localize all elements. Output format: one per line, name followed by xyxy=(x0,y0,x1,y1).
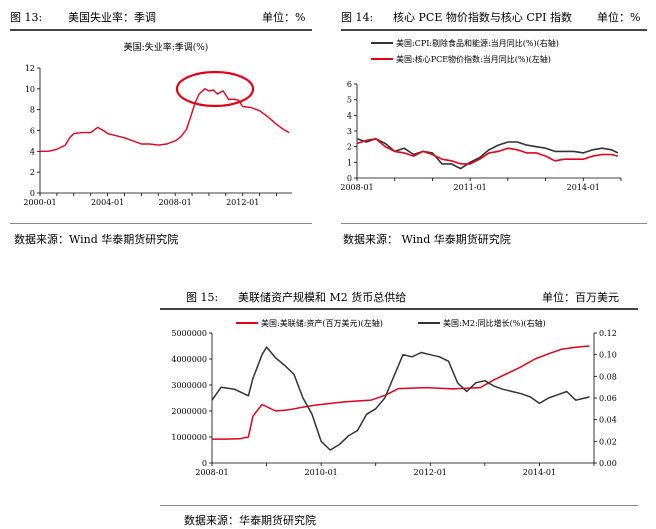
y-right-tick-label: 0.12 xyxy=(599,329,617,338)
y-tick-label: 6 xyxy=(347,80,352,89)
y-tick-label: 10 xyxy=(25,85,35,94)
unemployment-chart: 美国:失业率:季调(%) 0 2 4 6 8 10 12 2000-01 2004-01 2008-… xyxy=(23,41,292,207)
fig13-unit: 单位：% xyxy=(262,11,306,24)
fig14-bottom-rule xyxy=(341,223,647,224)
inflation-chart: 美国:CPI:剔除食品和能源:当月同比(%)(右轴) 美国:核心PCE物价指数:当… xyxy=(341,38,622,192)
fig15-number: 图 15: xyxy=(186,291,219,304)
fig14-number: 图 14: xyxy=(341,11,374,24)
fig14-unit: 单位：% xyxy=(597,11,641,24)
y-tick-label: 4 xyxy=(347,111,352,120)
y-right-tick-label: 0.02 xyxy=(599,437,617,446)
y-tick-label: 0 xyxy=(30,189,35,198)
inflation-plot: 美国:CPI:剔除食品和能源:当月同比(%)(右轴) 美国:核心PCE物价指数:当… xyxy=(341,38,622,192)
x-tick-label: 2011-01 xyxy=(454,183,487,192)
fig13-title: 美国失业率：季调 xyxy=(68,11,156,24)
fig14-header: 图 14: 核心 PCE 物价指数与核心 CPI 指数 单位：% xyxy=(341,9,647,25)
unemployment-plot: 美国:失业率:季调(%) 0 2 4 6 8 10 12 2000-01 2004-01 2008-… xyxy=(23,41,292,207)
y-tick-label: 3000000 xyxy=(171,381,207,390)
x-tick-label: 2000-01 xyxy=(23,198,56,207)
x-tick-label: 2014-01 xyxy=(523,468,556,477)
y-right-tick-label: 0.08 xyxy=(599,372,617,381)
fig13-number: 图 13: xyxy=(10,11,43,24)
fig15-unit: 单位：百万美元 xyxy=(542,291,619,304)
y-tick-label: 0 xyxy=(202,459,207,468)
y-right-tick-label: 0.00 xyxy=(599,459,617,468)
fig14-title: 核心 PCE 物价指数与核心 CPI 指数 xyxy=(393,11,572,24)
y-tick-label: 12 xyxy=(25,64,35,73)
y-tick-label: 2000000 xyxy=(171,407,207,416)
fig13-top-rule xyxy=(10,29,312,31)
y-right-tick-label: 0.10 xyxy=(599,351,617,360)
y-tick-label: 4000000 xyxy=(171,355,207,364)
series-line-1 xyxy=(212,345,590,440)
x-tick-label: 2010-01 xyxy=(305,468,338,477)
y-tick-label: 2 xyxy=(347,143,352,152)
y-tick-label: 0 xyxy=(347,174,352,183)
x-tick-label: 2004-01 xyxy=(91,198,124,207)
fig13-source: 数据来源：Wind 华泰期货研究院 xyxy=(14,233,179,246)
series-line-2 xyxy=(356,138,619,165)
fig14-top-rule xyxy=(341,29,647,31)
x-tick-label: 2008-01 xyxy=(159,198,192,207)
fig13-header: 图 13: 美国失业率：季调 单位：% xyxy=(10,9,312,25)
fig15-title: 美联储资产规模和 M2 货币总供给 xyxy=(238,291,407,304)
y-right-tick-label: 0.06 xyxy=(599,394,617,403)
fig15-header: 图 15: 美联储资产规模和 M2 货币总供给 单位：百万美元 xyxy=(186,289,636,305)
x-tick-label: 2012-01 xyxy=(226,198,259,207)
y-right-tick-label: 0.04 xyxy=(599,416,617,425)
y-tick-label: 3 xyxy=(347,127,352,136)
fed-assets-m2-plot: 美国:美联储:资产(百万美元)(左轴) 美国:M2:同比增长(%)(右轴) 0 100… xyxy=(171,318,616,477)
fig13-bottom-rule xyxy=(10,223,312,224)
legend-label: 美国:美联储:资产(百万美元)(左轴) xyxy=(261,318,383,328)
fed-assets-m2-chart: 美国:美联储:资产(百万美元)(左轴) 美国:M2:同比增长(%)(右轴) 0 100… xyxy=(171,318,616,477)
y-tick-label: 8 xyxy=(30,106,35,115)
y-tick-label: 4 xyxy=(30,147,35,156)
x-tick-label: 2008-01 xyxy=(341,183,374,192)
y-tick-label: 5 xyxy=(347,96,352,105)
fig14-source: 数据来源： Wind 华泰期货研究院 xyxy=(343,233,511,246)
legend-label: 美国:核心PCE物价指数:当月同比(%)(左轴) xyxy=(396,54,551,64)
x-tick-label: 2014-01 xyxy=(567,183,600,192)
chart-title: 美国:失业率:季调(%) xyxy=(124,41,209,53)
series-line-1 xyxy=(40,88,290,152)
fig15-bottom-rule xyxy=(160,505,638,506)
fig15-top-rule xyxy=(160,308,638,310)
y-tick-label: 2 xyxy=(30,168,35,177)
legend-label: 美国:CPI:剔除食品和能源:当月同比(%)(右轴) xyxy=(396,38,559,48)
series-line-1 xyxy=(356,138,619,170)
x-tick-label: 2008-01 xyxy=(195,468,228,477)
series-line-2 xyxy=(211,346,590,451)
y-tick-label: 5000000 xyxy=(171,329,207,338)
highlight-ellipse xyxy=(175,70,255,108)
legend-label: 美国:M2:同比增长(%)(右轴) xyxy=(443,318,546,328)
y-tick-label: 1 xyxy=(347,158,352,167)
x-tick-label: 2012-01 xyxy=(414,468,447,477)
fig15-source: 数据来源：华泰期货研究院 xyxy=(184,514,316,527)
y-tick-label: 6 xyxy=(30,127,35,136)
y-tick-label: 1000000 xyxy=(171,433,207,442)
